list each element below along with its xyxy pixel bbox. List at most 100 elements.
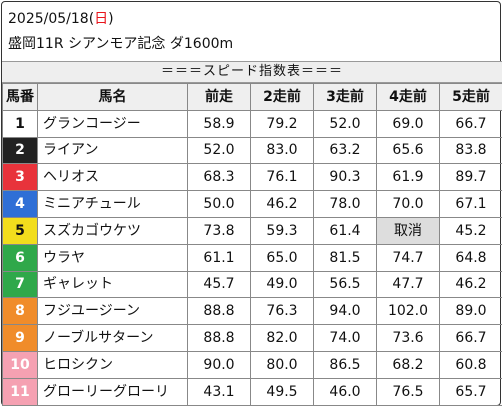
speed-index-cell: 46.0: [313, 377, 377, 406]
speed-index-cell: 73.8: [187, 216, 251, 245]
table-row: 8 フジユージーン 88.8 76.3 94.0 102.0 89.0: [2, 297, 502, 326]
speed-index-cell: 76.3: [250, 297, 314, 326]
race-date: 2025/05/18(日): [8, 10, 114, 28]
date-text: 2025/05/18: [8, 11, 89, 27]
horse-number-cell: 10: [2, 350, 38, 379]
header-row: 馬番 馬名 前走 2走前 3走前 4走前 5走前: [2, 83, 502, 111]
table-row: 2 ライアン 52.0 83.0 63.2 65.6 83.8: [2, 136, 502, 165]
speed-index-cell: 56.5: [313, 270, 377, 299]
horse-name-cell: ヒロシクン: [37, 350, 188, 379]
speed-index-cell: 49.0: [250, 270, 314, 299]
day-of-week: 日: [94, 11, 109, 27]
speed-index-cell: 64.8: [439, 243, 502, 272]
speed-index-cell: 80.0: [250, 350, 314, 379]
col-header-number: 馬番: [2, 83, 38, 111]
speed-index-cell: 65.6: [376, 136, 440, 165]
speed-index-cell: 76.1: [250, 163, 314, 192]
horse-name-cell: ミニアチュール: [37, 190, 188, 218]
horse-number-cell: 1: [2, 109, 38, 138]
speed-index-cell: 61.9: [376, 163, 440, 192]
speed-index-cell: 47.7: [376, 270, 440, 299]
speed-index-cell: 45.2: [439, 216, 502, 245]
speed-index-cell: 46.2: [439, 270, 502, 299]
col-header-last: 前走: [187, 83, 251, 111]
speed-index-cell: 61.4: [313, 216, 377, 245]
speed-index-cell: 74.0: [313, 324, 377, 352]
speed-index-cell: 46.2: [250, 190, 314, 218]
horse-name-cell: ノーブルサターン: [37, 324, 188, 352]
scratched-cell: 取消: [376, 216, 440, 245]
col-header-4-ago: 4走前: [376, 83, 440, 111]
speed-index-cell: 60.8: [439, 350, 502, 379]
speed-index-cell: 68.2: [376, 350, 440, 379]
speed-index-cell: 78.0: [313, 190, 377, 218]
horse-name-cell: グランコージー: [37, 109, 188, 138]
speed-index-table: 馬番 馬名 前走 2走前 3走前 4走前 5走前 1 グランコージー 58.9 79.…: [2, 83, 502, 406]
speed-index-cell: 52.0: [187, 136, 251, 165]
table-row: 1 グランコージー 58.9 79.2 52.0 69.0 66.7: [2, 109, 502, 138]
horse-number-cell: 9: [2, 324, 38, 352]
speed-index-cell: 74.7: [376, 243, 440, 272]
horse-number-cell: 3: [2, 163, 38, 192]
horse-number-cell: 11: [2, 377, 38, 406]
speed-index-cell: 61.1: [187, 243, 251, 272]
horse-number-cell: 7: [2, 270, 38, 299]
race-title: 盛岡11R シアンモア記念 ダ1600m: [8, 36, 234, 52]
speed-index-cell: 63.2: [313, 136, 377, 165]
table-row: 11 グローリーグローリ 43.1 49.5 46.0 76.5 65.7: [2, 377, 502, 406]
speed-index-cell: 102.0: [376, 297, 440, 326]
speed-index-cell: 88.8: [187, 297, 251, 326]
horse-number-cell: 8: [2, 297, 38, 326]
speed-index-cell: 45.7: [187, 270, 251, 299]
table-row: 10 ヒロシクン 90.0 80.0 86.5 68.2 60.8: [2, 350, 502, 379]
table-row: 9 ノーブルサターン 88.8 82.0 74.0 73.6 66.7: [2, 324, 502, 352]
speed-index-cell: 81.5: [313, 243, 377, 272]
horse-name-cell: スズカゴウケツ: [37, 216, 188, 245]
speed-index-cell: 83.0: [250, 136, 314, 165]
table-row: 7 ギャレット 45.7 49.0 56.5 47.7 46.2: [2, 270, 502, 299]
speed-index-cell: 67.1: [439, 190, 502, 218]
speed-index-cell: 89.7: [439, 163, 502, 192]
horse-name-cell: ライアン: [37, 136, 188, 165]
speed-index-cell: 88.8: [187, 324, 251, 352]
speed-index-cell: 94.0: [313, 297, 377, 326]
speed-index-cell: 66.7: [439, 109, 502, 138]
speed-index-cell: 89.0: [439, 297, 502, 326]
speed-index-cell: 52.0: [313, 109, 377, 138]
day-of-week-close: ): [108, 11, 114, 27]
table-row: 3 ヘリオス 68.3 76.1 90.3 61.9 89.7: [2, 163, 502, 192]
speed-index-cell: 83.8: [439, 136, 502, 165]
table-subtitle: ＝＝＝スピード指数表＝＝＝: [2, 61, 502, 83]
horse-number-cell: 4: [2, 190, 38, 218]
speed-index-cell: 43.1: [187, 377, 251, 406]
speed-index-cell: 90.0: [187, 350, 251, 379]
day-of-week-open: (: [88, 11, 95, 27]
speed-index-cell: 65.0: [250, 243, 314, 272]
speed-index-cell: 58.9: [187, 109, 251, 138]
horse-number-cell: 6: [2, 243, 38, 272]
speed-index-cell: 79.2: [250, 109, 314, 138]
col-header-5-ago: 5走前: [439, 83, 502, 111]
speed-index-cell: 65.7: [439, 377, 502, 406]
horse-name-cell: フジユージーン: [37, 297, 188, 326]
speed-index-cell: 73.6: [376, 324, 440, 352]
table-row: 4 ミニアチュール 50.0 46.2 78.0 70.0 67.1: [2, 190, 502, 218]
horse-name-cell: ヘリオス: [37, 163, 188, 192]
col-header-2-ago: 2走前: [250, 83, 314, 111]
horse-number-cell: 2: [2, 136, 38, 165]
speed-index-cell: 69.0: [376, 109, 440, 138]
horse-name-cell: ギャレット: [37, 270, 188, 299]
horse-number-cell: 5: [2, 216, 38, 245]
speed-index-cell: 66.7: [439, 324, 502, 352]
speed-index-cell: 90.3: [313, 163, 377, 192]
speed-index-cell: 76.5: [376, 377, 440, 406]
speed-index-cell: 68.3: [187, 163, 251, 192]
speed-index-cell: 59.3: [250, 216, 314, 245]
speed-index-cell: 82.0: [250, 324, 314, 352]
table-row: 6 ウラヤ 61.1 65.0 81.5 74.7 64.8: [2, 243, 502, 272]
col-header-3-ago: 3走前: [313, 83, 377, 111]
speed-index-cell: 70.0: [376, 190, 440, 218]
horse-name-cell: ウラヤ: [37, 243, 188, 272]
col-header-name: 馬名: [37, 83, 188, 111]
